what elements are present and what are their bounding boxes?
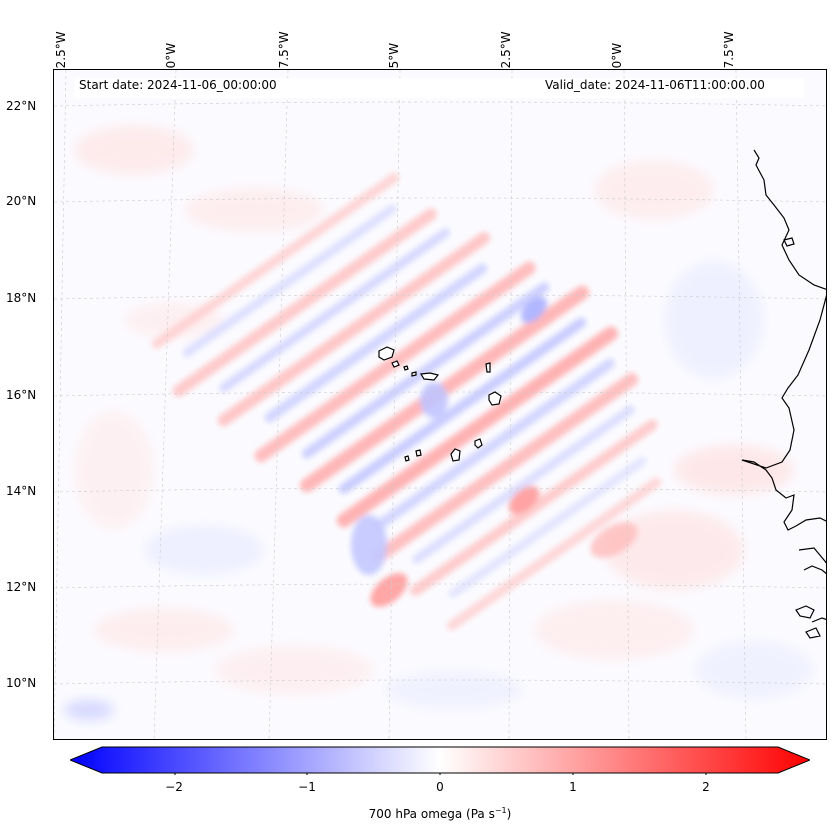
- colorbar-label-text: 700 hPa omega (Pa s: [369, 807, 495, 821]
- colorbar-label-close: ): [507, 807, 512, 821]
- colorbar-tick-1: 1: [569, 780, 577, 794]
- lat-label-12n: 12°N: [6, 580, 36, 594]
- colorbar: [70, 745, 810, 775]
- colorbar-body: [70, 747, 810, 773]
- omega-field-map: [54, 70, 827, 740]
- colorbar-tick-neg1: −1: [298, 780, 316, 794]
- valid-date-label: Valid_date: 2024-11-06T11:00:00.00: [545, 78, 765, 92]
- colorbar-tick-2: 2: [702, 780, 710, 794]
- lat-label-20n: 20°N: [6, 194, 36, 208]
- colorbar-label: 700 hPa omega (Pa s−1): [369, 806, 512, 821]
- lat-label-22n: 22°N: [6, 99, 36, 113]
- lat-label-14n: 14°N: [6, 484, 36, 498]
- lat-label-16n: 16°N: [6, 388, 36, 402]
- map-panel: [53, 69, 827, 740]
- colorbar-tick-neg2: −2: [165, 780, 183, 794]
- colorbar-label-exponent: −1: [495, 806, 507, 815]
- lat-label-10n: 10°N: [6, 676, 36, 690]
- lat-label-18n: 18°N: [6, 291, 36, 305]
- colorbar-tick-0: 0: [436, 780, 444, 794]
- start-date-label: Start date: 2024-11-06_00:00:00: [79, 78, 277, 92]
